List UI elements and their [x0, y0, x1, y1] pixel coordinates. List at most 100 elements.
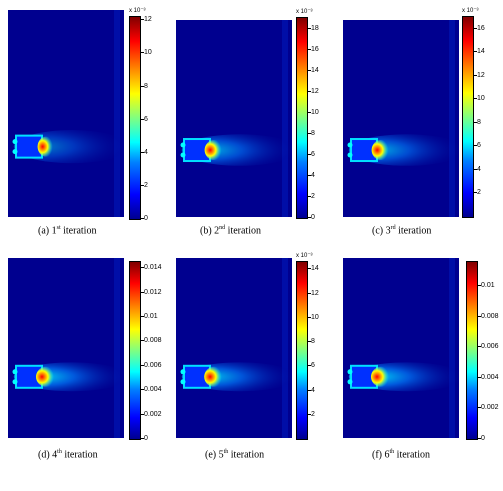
- colorbar-tick-mark: [308, 365, 311, 367]
- contour-field: [176, 20, 292, 217]
- colorbar-tick-label: 0.01: [144, 312, 158, 320]
- caption-ordinal: nd: [219, 225, 226, 231]
- colorbar-tick-label: 2: [311, 410, 315, 418]
- colorbar-tick-label: 2: [311, 192, 315, 200]
- colorbar-tick-mark: [308, 48, 311, 50]
- colorbar-tick-label: 0: [144, 435, 148, 442]
- colorbar-tick-mark: [478, 346, 481, 348]
- caption-ordinal: th: [57, 449, 62, 455]
- colorbar-tick-mark: [474, 74, 477, 76]
- contour-plot-5: [176, 258, 292, 438]
- colorbar-tick-mark: [141, 315, 144, 317]
- caption-suffix: iteration: [61, 449, 98, 461]
- colorbar-tick-label: 0.012: [144, 288, 162, 296]
- colorbar-tick-label: 16: [477, 24, 485, 32]
- colorbar-tick-mark: [478, 438, 481, 439]
- colorbar-tick-label: 4: [311, 171, 315, 179]
- colorbar-tick-mark: [308, 90, 311, 92]
- panel-caption: (a) 1st iteration: [38, 225, 96, 236]
- colorbar-tick-label: 0.006: [481, 343, 499, 351]
- contour-field: [343, 258, 459, 438]
- panel-caption: (c) 3rd iteration: [372, 225, 431, 236]
- caption-suffix: iteration: [395, 225, 432, 237]
- colorbar-tick-label: 10: [311, 108, 319, 116]
- colorbar-tick-label: 0.008: [144, 337, 162, 345]
- colorbar-exponent: x 10⁻³: [296, 253, 313, 259]
- colorbar-tick-mark: [141, 184, 144, 186]
- colorbar-tick-mark: [308, 316, 311, 318]
- colorbar-tick-label: 0.008: [481, 312, 499, 320]
- colorbar-tick-label: 10: [311, 313, 319, 321]
- contour-plot-3: [343, 20, 459, 217]
- caption-ordinal: th: [223, 449, 229, 455]
- colorbar-tick-label: 12: [144, 16, 152, 24]
- panel-caption: (b) 2nd iteration: [200, 225, 261, 236]
- colorbar-tick-mark: [474, 51, 477, 53]
- colorbar-tick-label: 2: [477, 189, 481, 197]
- colorbar-tick-label: 6: [311, 150, 315, 158]
- colorbar-tick-label: 6: [144, 115, 148, 123]
- colorbar-tick-mark: [141, 438, 144, 439]
- colorbar-tick-label: 4: [311, 386, 315, 394]
- caption-suffix: iteration: [228, 449, 265, 461]
- colorbar-exponent: x 10⁻³: [296, 9, 313, 15]
- colorbar-tick-label: 2: [144, 181, 148, 189]
- colorbar-tick-mark: [474, 27, 477, 29]
- colorbar-tick-mark: [141, 291, 144, 293]
- colorbar-tick-mark: [308, 268, 311, 270]
- colorbar-tick-mark: [308, 413, 311, 415]
- colorbar-exponent: x 10⁻³: [462, 8, 479, 14]
- colorbar-tick-mark: [141, 267, 144, 269]
- colorbar-tick-mark: [141, 85, 144, 87]
- colorbar-tick-label: 0.002: [144, 410, 162, 418]
- colorbar-tick-mark: [308, 217, 311, 218]
- colorbar-tick-label: 6: [477, 142, 481, 150]
- colorbar-tick-label: 0: [144, 215, 148, 222]
- caption-ordinal: st: [56, 225, 61, 231]
- contour-plot-6: [343, 258, 459, 438]
- colorbar-tick-mark: [141, 340, 144, 342]
- colorbar-tick-mark: [478, 285, 481, 287]
- caption-suffix: iteration: [394, 449, 430, 461]
- colorbar-tick-mark: [478, 407, 481, 409]
- colorbar-tick-label: 6: [311, 362, 315, 370]
- colorbar-tick-mark: [141, 413, 144, 415]
- colorbar-tick-mark: [474, 98, 477, 100]
- colorbar-tick-label: 12: [311, 289, 319, 297]
- caption-prefix: (d) 4: [38, 449, 58, 461]
- panel-caption: (f) 6th iteration: [372, 449, 430, 460]
- caption-prefix: (b) 2: [200, 225, 220, 237]
- colorbar-tick-mark: [141, 19, 144, 21]
- colorbar-tick-mark: [141, 364, 144, 366]
- colorbar-tick-label: 0.004: [144, 386, 162, 394]
- contour-plot-1: [8, 10, 124, 217]
- colorbar-tick-mark: [141, 52, 144, 54]
- colorbar-tick-mark: [141, 151, 144, 153]
- panel-caption: (d) 4th iteration: [38, 449, 98, 460]
- colorbar-tick-mark: [308, 27, 311, 29]
- colorbar-tick-mark: [474, 168, 477, 170]
- colorbar-tick-label: 0: [481, 435, 485, 442]
- colorbar-tick-label: 18: [311, 24, 319, 32]
- colorbar-tick-label: 4: [144, 148, 148, 156]
- caption-prefix: (f) 6: [372, 449, 390, 461]
- contour-plot-4: [8, 258, 124, 438]
- colorbar-4: [129, 261, 141, 440]
- contour-field: [8, 10, 124, 217]
- colorbar-tick-label: 14: [311, 265, 319, 273]
- colorbar-tick-mark: [141, 118, 144, 120]
- contour-field: [176, 258, 292, 438]
- colorbar-tick-label: 4: [477, 165, 481, 173]
- colorbar-tick-label: 10: [477, 95, 485, 103]
- caption-prefix: (e) 5: [205, 449, 224, 461]
- colorbar-tick-mark: [308, 132, 311, 134]
- colorbar-tick-mark: [308, 153, 311, 155]
- colorbar-exponent: x 10⁻³: [129, 8, 146, 14]
- caption-suffix: iteration: [225, 225, 261, 237]
- contour-plot-2: [176, 20, 292, 217]
- colorbar-tick-label: 12: [477, 71, 485, 79]
- colorbar-tick-label: 0.004: [481, 373, 499, 381]
- colorbar-tick-mark: [141, 389, 144, 391]
- colorbar-tick-label: 8: [311, 338, 315, 345]
- colorbar-tick-mark: [308, 341, 311, 342]
